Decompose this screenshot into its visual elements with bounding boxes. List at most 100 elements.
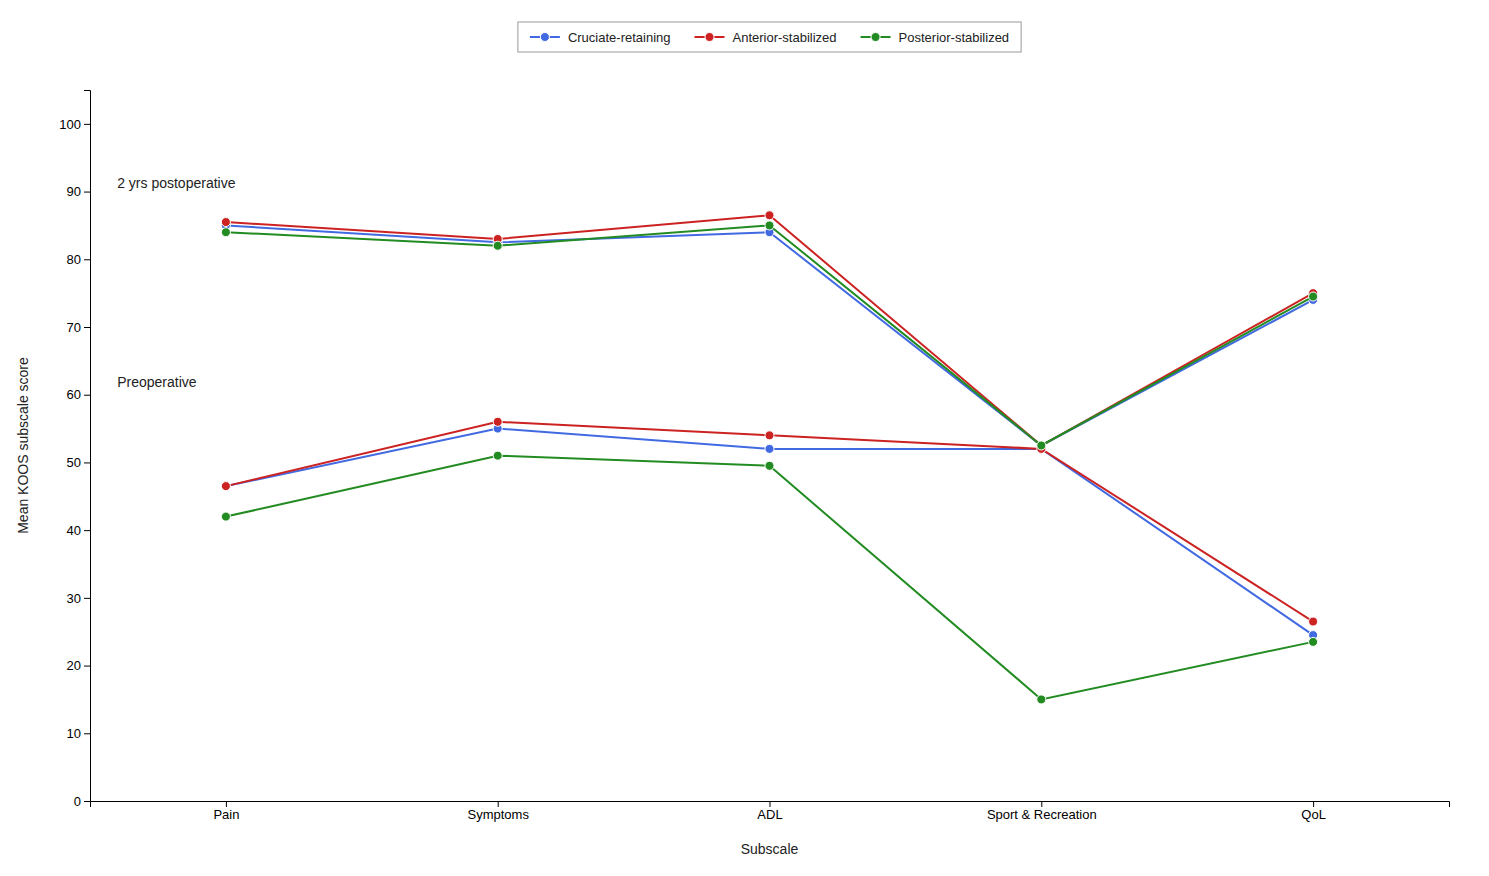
series-point bbox=[1309, 637, 1318, 646]
x-tick-label: Symptoms bbox=[467, 807, 529, 822]
marks bbox=[221, 211, 1317, 704]
y-tick: 0 bbox=[74, 794, 90, 809]
series-line bbox=[226, 456, 1313, 700]
series-point bbox=[1037, 441, 1046, 450]
series bbox=[221, 221, 1317, 450]
y-axis-line bbox=[84, 91, 91, 802]
series-point bbox=[1309, 292, 1318, 301]
series-point bbox=[493, 451, 502, 460]
series-point bbox=[221, 218, 230, 227]
series-point bbox=[765, 461, 774, 470]
series-point bbox=[1037, 441, 1046, 450]
y-tick-mark bbox=[84, 327, 90, 328]
x-axis-title: Subscale bbox=[741, 841, 799, 857]
y-tick: 10 bbox=[67, 726, 90, 741]
series-point bbox=[493, 241, 502, 250]
legend-item: Posterior-stabilized bbox=[861, 30, 1010, 45]
legend: Cruciate-retaining Anterior-stabilized Pos… bbox=[518, 22, 1021, 52]
y-tick-label: 50 bbox=[67, 455, 81, 470]
y-tick-mark bbox=[84, 666, 90, 667]
y-tick: 30 bbox=[67, 591, 90, 606]
series-point bbox=[765, 211, 774, 220]
series-point bbox=[1037, 695, 1046, 704]
series-point bbox=[765, 221, 774, 230]
legend-label: Posterior-stabilized bbox=[899, 30, 1010, 45]
x-axis-line bbox=[91, 802, 1450, 808]
x-tick-mark bbox=[498, 801, 499, 807]
y-tick: 100 bbox=[59, 117, 90, 132]
y-tick: 70 bbox=[67, 320, 90, 335]
y-tick-mark bbox=[84, 598, 90, 599]
x-tick: Pain bbox=[213, 801, 239, 822]
y-tick: 60 bbox=[67, 387, 90, 402]
y-tick-mark bbox=[84, 801, 90, 802]
y-tick: 80 bbox=[67, 252, 90, 267]
x-tick-label: Pain bbox=[213, 807, 239, 822]
legend-frame bbox=[518, 22, 1021, 52]
y-tick-label: 0 bbox=[74, 794, 81, 809]
legend-label: Cruciate-retaining bbox=[568, 30, 671, 45]
y-tick-label: 80 bbox=[67, 252, 81, 267]
legend-item: Cruciate-retaining bbox=[530, 30, 671, 45]
series-point bbox=[221, 512, 230, 521]
y-tick: 40 bbox=[67, 523, 90, 538]
y-axis: 0 10 20 30 40 50 60 70 80 90 100 bbox=[59, 91, 90, 809]
legend-marker bbox=[540, 32, 549, 41]
series-point bbox=[765, 431, 774, 440]
x-tick-mark bbox=[1041, 801, 1042, 807]
annotation: Preoperative bbox=[117, 374, 197, 390]
series bbox=[221, 417, 1317, 626]
y-tick-mark bbox=[84, 395, 90, 396]
plot-area: Pain Symptoms ADL Sport & Recreation QoL 0 10 2… bbox=[59, 91, 1449, 823]
y-tick-label: 20 bbox=[67, 658, 81, 673]
chart-svg: Pain Symptoms ADL Sport & Recreation QoL 0 10 2… bbox=[0, 0, 1489, 876]
series-point bbox=[221, 228, 230, 237]
chart-container: Pain Symptoms ADL Sport & Recreation QoL 0 10 2… bbox=[0, 0, 1489, 876]
y-tick-mark bbox=[84, 530, 90, 531]
x-axis: Pain Symptoms ADL Sport & Recreation QoL bbox=[91, 801, 1450, 822]
series-line bbox=[226, 422, 1313, 622]
legend-item: Anterior-stabilized bbox=[695, 30, 837, 45]
y-tick-mark bbox=[84, 733, 90, 734]
x-tick-label: Sport & Recreation bbox=[987, 807, 1097, 822]
legend-label: Anterior-stabilized bbox=[733, 30, 837, 45]
x-tick-label: QoL bbox=[1301, 807, 1326, 822]
x-tick-label: ADL bbox=[757, 807, 782, 822]
y-tick-label: 10 bbox=[67, 726, 81, 741]
y-tick-label: 70 bbox=[67, 320, 81, 335]
y-tick: 90 bbox=[67, 184, 90, 199]
x-tick: QoL bbox=[1301, 801, 1326, 822]
series-line bbox=[226, 215, 1313, 445]
y-tick-label: 60 bbox=[67, 387, 81, 402]
y-tick: 50 bbox=[67, 455, 90, 470]
series bbox=[221, 221, 1317, 450]
y-tick-label: 40 bbox=[67, 523, 81, 538]
x-tick: Symptoms bbox=[467, 801, 529, 822]
series-point bbox=[493, 417, 502, 426]
x-tick-mark bbox=[226, 801, 227, 807]
x-tick: Sport & Recreation bbox=[987, 801, 1097, 822]
legend-marker bbox=[705, 32, 714, 41]
x-tick-mark bbox=[770, 801, 771, 807]
series bbox=[221, 451, 1317, 704]
x-tick: ADL bbox=[757, 801, 782, 822]
annotation: 2 yrs postoperative bbox=[117, 175, 235, 191]
series bbox=[221, 424, 1317, 640]
y-tick-mark bbox=[84, 462, 90, 463]
y-tick-mark bbox=[84, 124, 90, 125]
series-line bbox=[226, 429, 1313, 636]
legend-marker bbox=[871, 32, 880, 41]
x-tick-mark bbox=[1313, 801, 1314, 807]
series-line bbox=[226, 225, 1313, 445]
series-point bbox=[765, 444, 774, 453]
series-line bbox=[226, 225, 1313, 445]
series-point bbox=[1309, 617, 1318, 626]
series-point bbox=[1037, 441, 1046, 450]
y-axis-title: Mean KOOS subscale score bbox=[15, 357, 31, 534]
y-tick-mark bbox=[84, 259, 90, 260]
y-tick-label: 90 bbox=[67, 184, 81, 199]
y-tick: 20 bbox=[67, 658, 90, 673]
y-tick-label: 100 bbox=[59, 117, 81, 132]
y-tick-mark bbox=[84, 192, 90, 193]
series-point bbox=[221, 482, 230, 491]
